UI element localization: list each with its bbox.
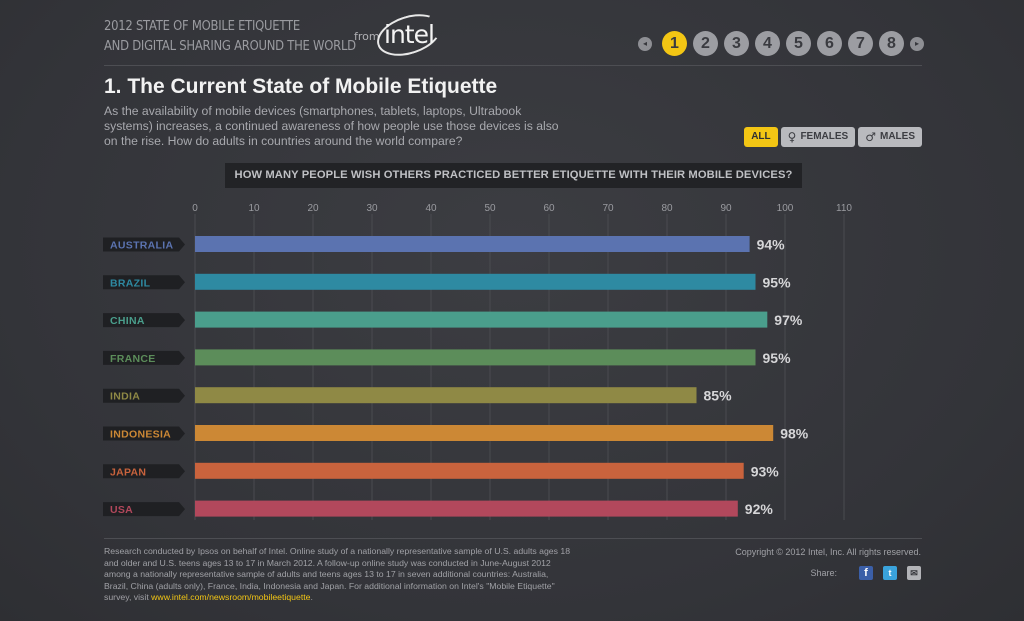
category-label-tag [103,464,185,479]
x-tick-label: 10 [248,203,260,214]
filter-females-label: FEMALES [800,131,849,142]
filter-males-button[interactable]: ♂ MALES [858,127,922,147]
chart-question: HOW MANY PEOPLE WISH OTHERS PRACTICED BE… [225,163,802,188]
category-label: CHINA [110,315,145,327]
value-label: 95% [763,274,792,290]
header-title-line1: 2012 STATE OF MOBILE ETIQUETTE [104,18,300,34]
category-label-tag [103,388,185,403]
value-label: 85% [704,388,733,404]
footer-note: Research conducted by Ipsos on behalf of… [104,546,574,604]
share-label: Share: [810,568,837,578]
share-bar: Share: f t ✉ [810,566,921,580]
category-label: FRANCE [110,353,156,365]
value-label: 95% [763,350,792,366]
bar [195,273,756,290]
header-title: 2012 STATE OF MOBILE ETIQUETTE AND DIGIT… [104,16,356,56]
email-icon[interactable]: ✉ [907,566,921,580]
copyright: Copyright © 2012 Intel, Inc. All rights … [735,547,921,557]
filter-all-button[interactable]: ALL [744,127,778,147]
page-button-5[interactable]: 5 [786,31,811,56]
prev-page-icon[interactable]: ◂ [638,36,652,51]
page-pager: ◂ 1 2 3 4 5 6 7 8 ▸ [638,31,924,56]
x-tick-label: 110 [836,203,852,214]
category-label-tag [103,237,185,252]
category-label-tag [103,350,185,365]
page-button-2[interactable]: 2 [693,31,718,56]
female-icon: ♀ [787,130,797,144]
x-tick-label: 40 [425,203,437,214]
category-label: AUSTRALIA [110,240,173,252]
male-icon: ♂ [865,130,876,144]
bar [195,425,774,441]
from-label: from [354,30,380,43]
footer-note-end: . [310,592,313,602]
header-title-line2: AND DIGITAL SHARING AROUND THE WORLD [104,38,356,54]
bar [195,311,768,328]
intel-logo[interactable]: intel [371,6,447,64]
page-button-1[interactable]: 1 [662,31,687,56]
intro-text: As the availability of mobile devices (s… [104,104,559,148]
bar [195,462,744,479]
bar [195,387,697,404]
page-button-7[interactable]: 7 [848,31,873,56]
category-label: BRAZIL [110,277,151,289]
x-tick-label: 50 [484,203,496,214]
category-label: USA [110,504,133,516]
facebook-icon[interactable]: f [859,566,873,580]
x-tick-label: 80 [661,203,673,214]
footer-divider [104,538,922,539]
value-label: 94% [757,237,786,253]
x-tick-label: 30 [366,203,378,214]
bar [195,500,738,517]
value-label: 97% [774,312,803,328]
gender-filter: ALL ♀ FEMALES ♂ MALES [741,127,922,147]
category-label-tag [103,502,185,517]
category-label: JAPAN [110,466,146,478]
filter-all-label: ALL [751,131,771,142]
value-label: 98% [780,426,809,442]
x-tick-label: 70 [602,203,614,214]
category-label: INDONESIA [110,429,171,441]
bar [195,349,756,366]
next-page-icon[interactable]: ▸ [910,36,924,51]
category-label: INDIA [110,391,140,403]
page-title: 1. The Current State of Mobile Etiquette [104,75,498,98]
value-label: 92% [745,501,774,517]
footer-note-text: Research conducted by Ipsos on behalf of… [104,546,571,602]
header-divider [104,65,922,66]
category-label-tag [103,275,185,290]
value-label: 93% [751,463,780,479]
logo-text: intel [384,20,435,49]
page-button-6[interactable]: 6 [817,31,842,56]
x-tick-label: 100 [777,203,794,214]
category-label-tag [103,313,185,328]
page-button-3[interactable]: 3 [724,31,749,56]
x-tick-label: 0 [192,203,198,214]
x-tick-label: 60 [543,203,555,214]
filter-females-button[interactable]: ♀ FEMALES [780,127,856,147]
twitter-icon[interactable]: t [883,566,897,580]
x-tick-label: 20 [307,203,319,214]
x-tick-label: 90 [720,203,732,214]
survey-link[interactable]: www.intel.com/newsroom/mobileetiquette [151,592,311,602]
category-label-tag [103,426,185,441]
page-button-8[interactable]: 8 [879,31,904,56]
bar [195,236,750,252]
page-button-4[interactable]: 4 [755,31,780,56]
filter-males-label: MALES [880,131,915,142]
